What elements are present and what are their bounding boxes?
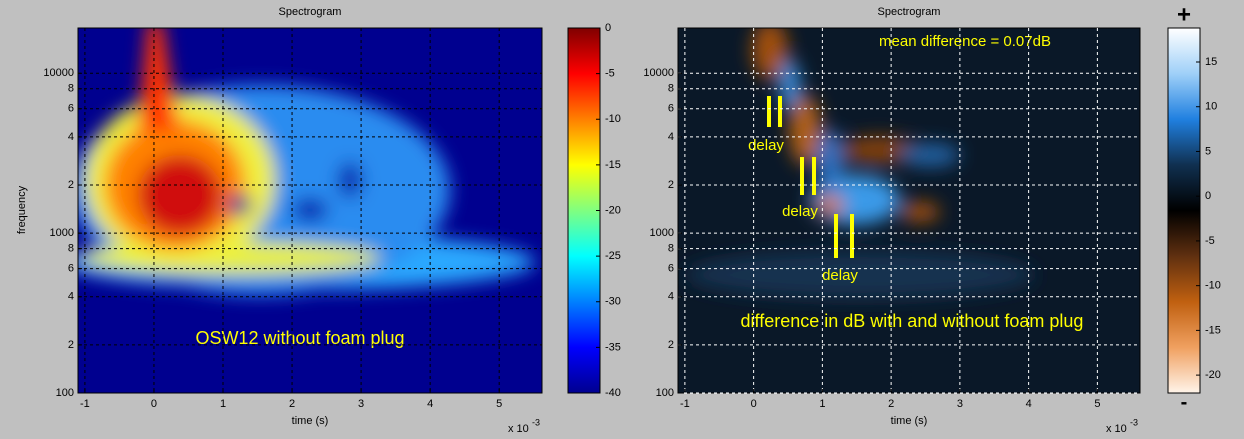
- x-tick-label: 5: [1094, 398, 1100, 410]
- colorbar-top-label: +: [1177, 1, 1191, 28]
- x-scale-exponent: -3: [532, 417, 540, 427]
- colorbar-tick-label: -10: [1205, 280, 1221, 292]
- chart-title: Spectrogram: [279, 6, 342, 18]
- x-tick-label: 3: [957, 398, 963, 410]
- colorbar-tick-label: -15: [1205, 324, 1221, 336]
- y-tick-label: 6: [668, 103, 674, 115]
- y-tick-label: 4: [68, 131, 74, 143]
- x-scale-label: x 10: [1106, 423, 1127, 435]
- x-tick-label: 4: [1026, 398, 1032, 410]
- x-tick-label: 2: [888, 398, 894, 410]
- axes-frame: [77, 27, 543, 394]
- x-tick-label: -1: [680, 398, 690, 410]
- y-tick-label: 2: [668, 339, 674, 351]
- x-tick-label: 4: [427, 398, 433, 410]
- y-axis-label: frequency: [16, 185, 28, 234]
- x-tick-label: 1: [220, 398, 226, 410]
- colorbar-tick-label: -35: [605, 341, 621, 353]
- annotation: OSW12 without foam plug: [195, 328, 404, 348]
- y-tick-label: 8: [68, 243, 74, 255]
- colorbar-tick-label: -15: [605, 159, 621, 171]
- colorbar-tick-label: -25: [605, 250, 621, 262]
- colorbar-tick-label: 0: [605, 22, 611, 34]
- y-tick-label: 2: [668, 179, 674, 191]
- annotation: delay: [822, 267, 858, 284]
- colorbar-tick-label: -5: [605, 68, 615, 80]
- x-tick-label: 1: [819, 398, 825, 410]
- y-tick-label: 1000: [50, 227, 74, 239]
- y-tick-label: 4: [668, 291, 674, 303]
- x-tick-label: 3: [358, 398, 364, 410]
- colorbar: [567, 27, 601, 394]
- y-tick-label: 8: [68, 83, 74, 95]
- annotation: delay: [748, 137, 784, 154]
- colorbar-tick-label: 0: [1205, 190, 1211, 202]
- y-tick-label: 6: [68, 103, 74, 115]
- colorbar-tick-label: -10: [605, 113, 621, 125]
- y-tick-label: 100: [56, 387, 74, 399]
- x-tick-label: 2: [289, 398, 295, 410]
- colorbar-tick-label: -30: [605, 296, 621, 308]
- colorbar: [1167, 27, 1201, 394]
- x-axis-label: time (s): [891, 415, 928, 427]
- heatmap-image: [678, 28, 1140, 393]
- x-tick-label: 0: [751, 398, 757, 410]
- y-tick-label: 2: [68, 339, 74, 351]
- y-tick-label: 8: [668, 83, 674, 95]
- colorbar-tick-label: 5: [1205, 145, 1211, 157]
- x-tick-label: 0: [151, 398, 157, 410]
- colorbar-tick-label: -5: [1205, 235, 1215, 247]
- y-tick-label: 6: [68, 263, 74, 275]
- y-tick-label: 4: [668, 131, 674, 143]
- colorbar-tick-label: -20: [1205, 369, 1221, 381]
- y-tick-label: 8: [668, 243, 674, 255]
- annotation: mean difference = 0.07dB: [879, 33, 1051, 50]
- y-tick-label: 2: [68, 179, 74, 191]
- y-tick-label: 6: [668, 263, 674, 275]
- y-tick-label: 10000: [43, 67, 74, 79]
- x-tick-label: 5: [496, 398, 502, 410]
- colorbar-tick-label: -20: [605, 204, 621, 216]
- y-tick-label: 10000: [643, 67, 674, 79]
- colorbar-bottom-label: -: [1181, 391, 1188, 413]
- y-tick-label: 4: [68, 291, 74, 303]
- x-tick-label: -1: [80, 398, 90, 410]
- x-scale-label: x 10: [508, 423, 529, 435]
- colorbar-tick-label: -40: [605, 387, 621, 399]
- y-tick-label: 100: [656, 387, 674, 399]
- colorbar-tick-label: 10: [1205, 101, 1217, 113]
- annotation: delay: [782, 203, 818, 220]
- annotation: difference in dB with and without foam p…: [741, 311, 1084, 331]
- x-axis-label: time (s): [292, 415, 329, 427]
- x-scale-exponent: -3: [1130, 417, 1138, 427]
- colorbar-tick-label: 15: [1205, 56, 1217, 68]
- y-tick-label: 1000: [650, 227, 674, 239]
- chart-title: Spectrogram: [878, 6, 941, 18]
